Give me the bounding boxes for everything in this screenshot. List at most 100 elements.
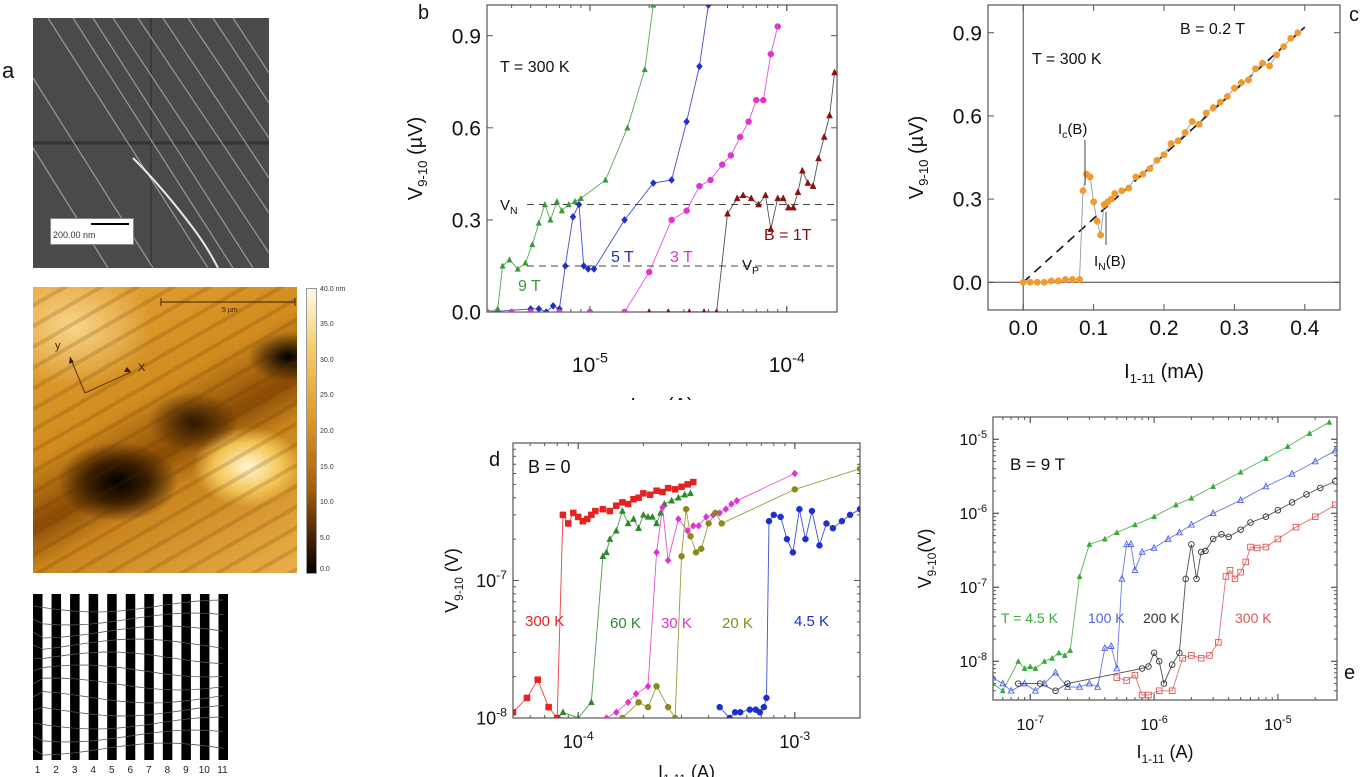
data-point [1145,691,1152,699]
data-point [1118,574,1126,582]
data-point [1031,686,1039,694]
y-tick-label: 0.6 [452,117,481,140]
data-point [1093,217,1101,225]
data-point [1150,543,1158,551]
data-point [820,132,828,140]
data-point [1049,654,1056,661]
flux-contour-line [32,664,224,678]
data-point [645,268,653,276]
data-point [571,197,579,205]
data-point [1111,190,1119,197]
electrode-stripes [32,594,228,760]
data-point [692,549,700,556]
data-point [1107,641,1115,649]
data-point [1090,198,1098,206]
data-point [1150,649,1158,657]
temperature-annotation: T = 300 K [500,59,570,76]
data-point [809,182,817,189]
data-point [1061,276,1069,283]
data-point [789,549,797,556]
data-point [696,62,703,71]
data-point [1041,657,1048,664]
data-point [674,493,682,501]
data-point [707,176,714,184]
y-tick-label: 10-5 [960,429,987,449]
x-tick-label: 10-7 [1017,714,1044,734]
y-tick-label: 10-7 [960,577,987,597]
data-point [705,5,712,9]
flux-contour-line [32,651,224,665]
data-point [1226,566,1234,574]
series-label-5t: 5 T [611,249,634,266]
data-point [1026,278,1034,286]
data-point [1007,686,1015,694]
field-annotation: B = 0.2 T [1180,21,1245,38]
data-point [659,488,666,496]
data-point [1195,120,1203,128]
data-point [603,548,610,556]
data-point [624,500,632,508]
data-point [789,203,797,211]
data-point [1164,534,1172,542]
data-point [1237,495,1245,504]
data-point [574,513,582,521]
electrode-stripe [181,594,191,760]
data-point [1331,478,1337,485]
colorbar-label: 35.0 [320,321,334,328]
data-point [746,706,754,713]
data-point [487,308,491,312]
electrode-number-label: 1 [34,765,41,776]
data-point [745,118,752,125]
data-point [613,708,620,717]
data-point [1280,43,1288,51]
data-point [737,709,744,716]
colorbar-label: 30.0 [320,357,334,364]
data-point [592,507,599,515]
data-point [1218,531,1225,538]
data-point [767,225,775,232]
series-line-b-1t [649,72,836,312]
data-point [1262,455,1269,461]
data-point [1266,62,1274,70]
data-point [527,308,534,312]
data-point [1131,521,1138,528]
data-point [599,505,607,513]
plot-area [513,465,860,718]
data-point [1230,84,1238,92]
data-point [556,308,563,312]
x-tick-exponent: -4 [583,729,594,743]
x-axis-label-subscript: 1-11 [1142,752,1165,766]
data-point [513,709,517,716]
data-point [1021,679,1029,687]
data-point [535,219,542,226]
data-point [712,509,719,517]
electrode-stripe [107,594,117,760]
data-point [1069,276,1076,283]
data-point [802,535,809,543]
data-point [1055,649,1062,656]
y-axis-label-subscript: 9-10 [916,160,931,186]
electrode-stripe [218,594,228,760]
plot-frame [992,416,1338,701]
data-point [1284,443,1291,449]
y-axis-label-unit: (µV) [405,117,427,161]
afm-scale-label: 5 µm [222,307,238,314]
electrode-number-label: 10 [198,765,210,776]
data-point [722,505,730,514]
x-axis-label-unit: (A) [1164,742,1193,762]
data-point [726,714,733,718]
data-point [619,506,626,514]
data-point [561,262,569,270]
data-point [668,176,675,184]
x-axis-label: I1-11 (A) [1137,742,1194,766]
data-point [570,509,577,517]
flux-contour-line [32,638,224,650]
data-point [1160,151,1168,159]
data-point [1245,76,1252,84]
data-point [650,5,657,8]
sem-image: 200.00 nm [33,18,269,268]
data-point [1237,79,1245,87]
flux-contour-line [32,677,224,691]
x-tick-label: 10-5 [572,351,608,377]
field-annotation: B = 0 [528,457,571,477]
